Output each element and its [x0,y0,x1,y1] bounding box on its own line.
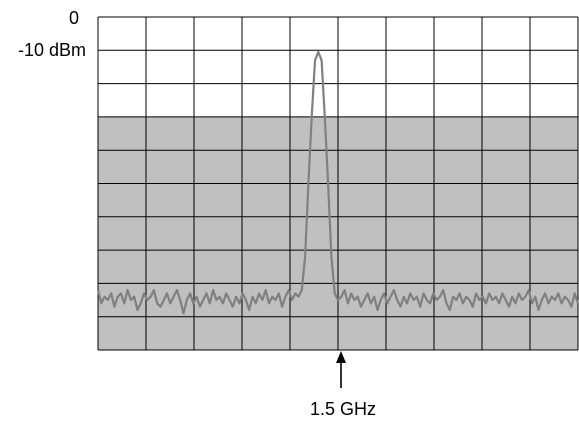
y-tick-label-0: 0 [69,8,79,28]
y-tick-label-1: -10 dBm [18,40,86,60]
marker-frequency-label: 1.5 GHz [310,399,376,419]
marker-arrow [336,351,346,388]
spectrum-trace [96,50,579,315]
spectrum-trace-group [96,50,579,315]
graticule-grid [97,16,579,351]
